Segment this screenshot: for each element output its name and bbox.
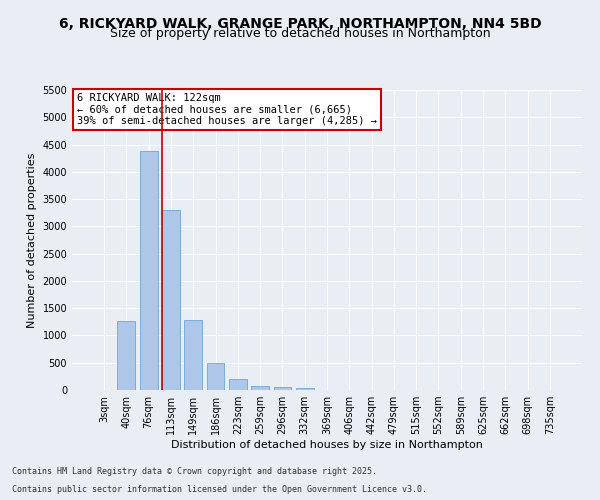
Bar (118, 322, 136, 390)
Bar (229, 378, 247, 390)
X-axis label: Distribution of detached houses by size in Northampton: Distribution of detached houses by size … (171, 440, 483, 450)
Bar (296, 388, 314, 390)
Text: Size of property relative to detached houses in Northampton: Size of property relative to detached ho… (110, 28, 490, 40)
Text: 6 RICKYARD WALK: 122sqm
← 60% of detached houses are smaller (6,665)
39% of semi: 6 RICKYARD WALK: 122sqm ← 60% of detache… (77, 93, 377, 126)
Y-axis label: Number of detached properties: Number of detached properties (27, 152, 37, 328)
Bar (274, 387, 292, 390)
Bar (140, 151, 158, 390)
Bar (184, 320, 202, 390)
Bar (251, 386, 269, 390)
Text: Contains public sector information licensed under the Open Government Licence v3: Contains public sector information licen… (12, 485, 427, 494)
Text: Contains HM Land Registry data © Crown copyright and database right 2025.: Contains HM Land Registry data © Crown c… (12, 467, 377, 476)
Bar (206, 362, 224, 390)
Text: 6, RICKYARD WALK, GRANGE PARK, NORTHAMPTON, NN4 5BD: 6, RICKYARD WALK, GRANGE PARK, NORTHAMPT… (59, 18, 541, 32)
Bar (162, 210, 180, 390)
